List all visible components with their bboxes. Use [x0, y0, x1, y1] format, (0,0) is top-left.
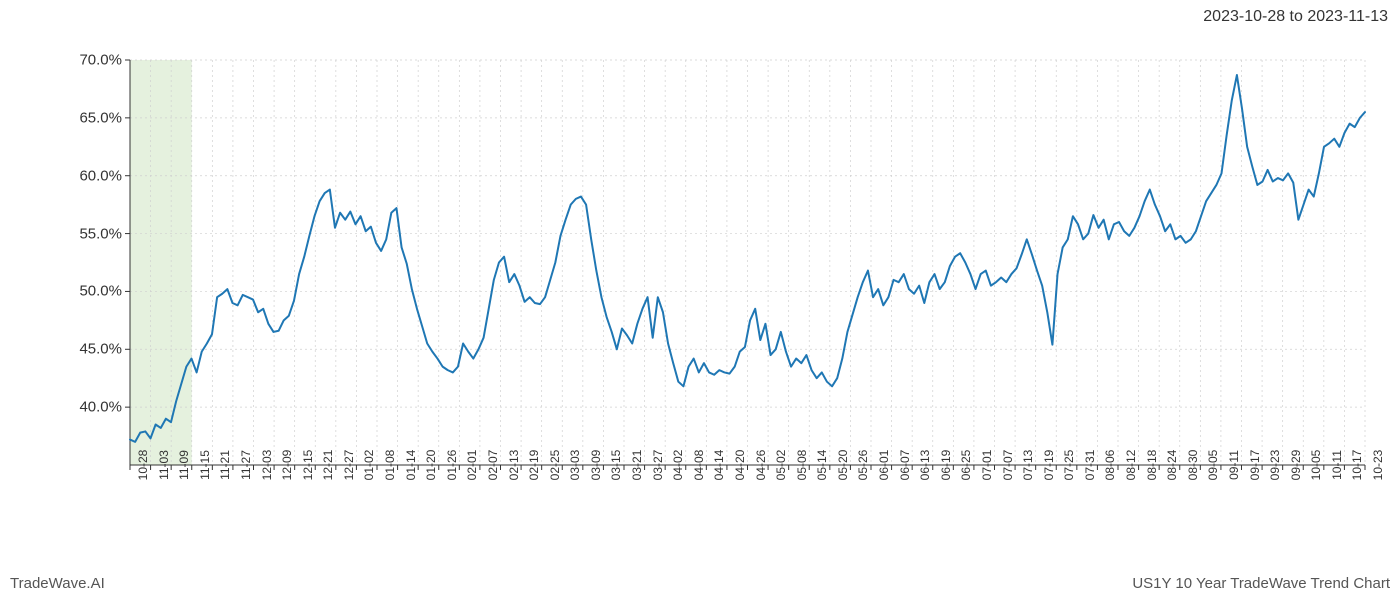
y-axis-tick-label: 55.0%	[79, 225, 130, 242]
x-axis-tick-label: 10-17	[1344, 450, 1364, 481]
x-axis-tick-label: 04-08	[686, 450, 706, 481]
x-axis-tick-label: 09-23	[1262, 450, 1282, 481]
x-axis-tick-label: 06-19	[933, 450, 953, 481]
x-axis-tick-label: 04-14	[706, 450, 726, 481]
x-axis-tick-label: 11-15	[192, 450, 212, 480]
x-axis-tick-label: 01-08	[377, 450, 397, 481]
x-axis-tick-label: 05-08	[789, 450, 809, 481]
x-axis-tick-label: 08-12	[1118, 450, 1138, 481]
x-axis-tick-label: 03-03	[562, 450, 582, 481]
x-axis-tick-label: 08-06	[1097, 450, 1117, 481]
x-axis-tick-label: 09-05	[1200, 450, 1220, 481]
x-axis-tick-label: 11-09	[171, 450, 191, 480]
x-axis-tick-label: 01-26	[439, 450, 459, 481]
x-axis-tick-label: 07-25	[1056, 450, 1076, 481]
x-axis-tick-label: 04-26	[748, 450, 768, 481]
x-axis-tick-label: 05-02	[768, 450, 788, 481]
x-axis-tick-label: 12-27	[336, 450, 356, 481]
x-axis-tick-label: 03-15	[603, 450, 623, 481]
x-axis-tick-label: 01-14	[398, 450, 418, 481]
x-axis-tick-label: 04-02	[665, 450, 685, 481]
x-axis-tick-label: 07-13	[1015, 450, 1035, 481]
x-axis-tick-label: 02-07	[480, 450, 500, 481]
x-axis-tick-label: 11-21	[212, 450, 232, 480]
x-axis-tick-label: 08-24	[1159, 450, 1179, 481]
x-axis-tick-label: 04-20	[727, 450, 747, 481]
x-axis-tick-label: 07-19	[1036, 450, 1056, 481]
x-axis-tick-label: 02-01	[459, 450, 479, 481]
x-axis-tick-label: 05-20	[830, 450, 850, 481]
x-axis-tick-label: 05-14	[809, 450, 829, 481]
x-axis-tick-label: 06-01	[871, 450, 891, 481]
y-axis-tick-label: 70.0%	[79, 52, 130, 69]
x-axis-tick-label: 05-26	[850, 450, 870, 481]
x-axis-tick-label: 12-15	[295, 450, 315, 481]
x-axis-tick-label: 11-03	[151, 450, 171, 480]
x-axis-tick-label: 09-17	[1242, 450, 1262, 481]
x-axis-tick-label: 12-03	[254, 450, 274, 481]
plot-area: 40.0%45.0%50.0%55.0%60.0%65.0%70.0%10-28…	[130, 60, 1365, 465]
y-axis-tick-label: 60.0%	[79, 167, 130, 184]
x-axis-tick-label: 09-29	[1283, 450, 1303, 481]
x-axis-tick-label: 03-27	[645, 450, 665, 481]
x-axis-tick-label: 09-11	[1221, 450, 1241, 480]
x-axis-tick-label: 10-28	[130, 450, 150, 481]
x-axis-tick-label: 03-09	[583, 450, 603, 481]
x-axis-tick-label: 06-13	[912, 450, 932, 481]
x-axis-tick-label: 08-18	[1139, 450, 1159, 481]
x-axis-tick-label: 07-31	[1077, 450, 1097, 481]
line-chart	[130, 60, 1365, 465]
x-axis-tick-label: 01-20	[418, 450, 438, 481]
x-axis-tick-label: 02-19	[521, 450, 541, 481]
y-axis-tick-label: 40.0%	[79, 399, 130, 416]
x-axis-tick-label: 10-11	[1324, 450, 1344, 480]
chart-container: 40.0% 45.0% 50.0% 55.0% 60.0% 65.0% 70.0% 10-28…	[0, 40, 1400, 560]
chart-title: US1Y 10 Year TradeWave Trend Chart	[1132, 575, 1390, 592]
date-range-label: 2023-10-28 to 2023-11-13	[1203, 8, 1388, 26]
brand-label: TradeWave.AI	[10, 575, 105, 592]
x-axis-tick-label: 11-27	[233, 450, 253, 480]
x-axis-tick-label: 10-05	[1303, 450, 1323, 481]
x-axis-tick-label: 06-25	[953, 450, 973, 481]
x-axis-tick-label: 08-30	[1180, 450, 1200, 481]
x-axis-tick-label: 10-23	[1365, 450, 1385, 481]
y-axis-tick-label: 45.0%	[79, 341, 130, 358]
x-axis-tick-label: 02-25	[542, 450, 562, 481]
x-axis-tick-label: 12-21	[315, 450, 335, 481]
x-axis-tick-label: 07-07	[995, 450, 1015, 481]
x-axis-tick-label: 02-13	[501, 450, 521, 481]
y-axis-tick-label: 65.0%	[79, 109, 130, 126]
x-axis-tick-label: 12-09	[274, 450, 294, 481]
y-axis-tick-label: 50.0%	[79, 283, 130, 300]
x-axis-tick-label: 06-07	[892, 450, 912, 481]
x-axis-tick-label: 03-21	[624, 450, 644, 481]
x-axis-tick-label: 07-01	[974, 450, 994, 481]
x-axis-tick-label: 01-02	[356, 450, 376, 481]
